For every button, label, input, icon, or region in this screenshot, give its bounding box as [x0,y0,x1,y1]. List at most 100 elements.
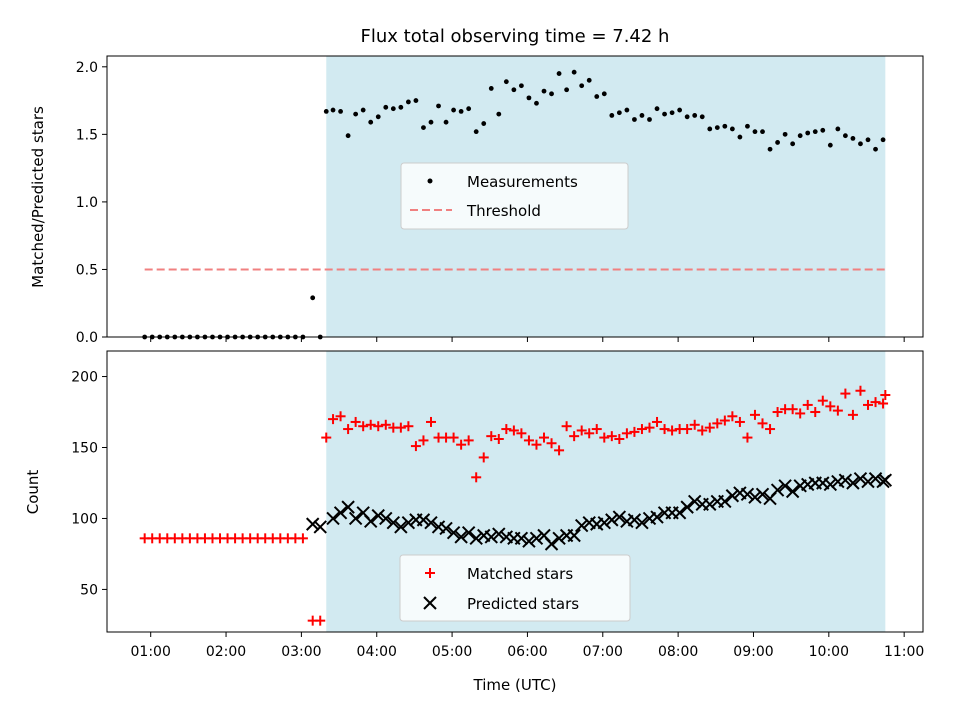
measurement-point [443,119,449,125]
predicted-star-point [348,511,363,526]
predicted-star-point [567,528,581,543]
measurement-point [873,146,878,152]
matched-star-point [343,424,354,435]
predicted-star-point [703,497,717,511]
x-tick-label: 04:00 [357,644,397,660]
matched-star-point [380,419,391,430]
measurement-point [729,126,735,132]
measurement-point [662,111,667,117]
measurement-point [586,77,592,83]
matched-star-point [486,431,497,442]
measurement-point [503,79,509,85]
measurement-point [496,111,502,117]
matched-star-point [403,421,414,432]
top-axes-frame [106,55,924,338]
matched-star-point [727,411,738,422]
predicted-star-point [597,516,611,530]
predicted-star-point [333,506,348,520]
matched-star-point [719,415,730,426]
measurement-point [519,83,524,89]
predicted-star-point [544,537,559,551]
matched-star-point [546,438,557,449]
measurement-point [353,111,359,117]
predicted-star-point [461,525,476,540]
measurement-point [812,129,818,135]
measurement-point [647,117,652,122]
measurement-point [511,87,517,93]
predicted-star-point [401,516,416,530]
measurement-point [488,86,494,91]
matched-star-point [508,425,519,436]
measurement-point [466,106,472,112]
matched-star-point [614,433,625,444]
measurement-point [436,103,441,109]
top-panel: 0.00.51.01.52.0 Matched/Predicted stars … [29,55,924,346]
measurement-point [398,104,404,110]
predicted-star-point [605,513,619,527]
predicted-star-point [394,520,408,534]
measurement-point [684,114,690,120]
matched-star-point [395,422,406,433]
x-tick-label: 02:00 [206,644,246,660]
measurement-point [345,133,351,139]
legend-threshold-label: Threshold [466,202,541,220]
x-tick-label: 10:00 [809,644,849,660]
measurement-point [616,110,622,116]
y-tick-label: 2.0 [76,60,98,76]
matched-star-point [832,405,843,416]
predicted-star-point [552,531,566,546]
matched-star-point [606,431,617,442]
legend-matched-marker [425,568,435,578]
predicted-star-point [574,518,589,533]
y-tick-label: 50 [80,582,98,598]
matched-star-point [493,433,504,444]
predicted-star-point [718,494,732,509]
legend-measurements-label: Measurements [467,173,578,191]
predicted-star-point [853,472,868,486]
matched-star-point [297,533,308,544]
predicted-star-point [778,479,792,493]
matched-star-point [569,431,580,442]
matched-star-point [448,432,459,443]
bottom-axes-frame [106,350,924,633]
predicted-star-point [650,510,664,524]
matched-star-point [880,389,891,400]
measurement-point [760,129,765,135]
measurement-point [428,119,434,125]
matched-star-point [697,425,708,436]
matched-star-point [501,424,512,435]
matched-star-point [410,441,421,452]
matched-star-point [802,399,813,410]
measurement-point [775,140,780,145]
x-tick-label: 06:00 [507,644,547,660]
measurement-point [541,88,547,94]
legend-measurements-marker [427,178,433,184]
matched-star-point [523,435,534,446]
bottom-panel: 50 100 150 200 01:00 02:00 03:00 04:00 05:00 06:… [24,350,924,694]
bottom-y-label: Count [24,470,42,515]
measurement-point [526,95,532,101]
measurement-point [624,107,630,113]
matched-star-points [139,385,891,626]
measurement-point [360,107,366,113]
predicted-star-point [861,474,875,489]
x-axis-label: Time (UTC) [473,676,557,694]
legend-predicted-label: Predicted stars [467,595,579,613]
matched-star-point [659,424,670,435]
matched-star-point [644,422,655,433]
matched-star-point [425,416,436,427]
x-tick-label: 03:00 [281,644,321,660]
predicted-star-point [379,511,393,526]
predicted-star-point [785,484,800,499]
predicted-star-point [522,534,536,548]
measurement-point [737,134,743,140]
matched-star-point [870,397,881,408]
measurement-point [632,117,637,122]
measurement-point [842,133,848,139]
measurement-point [534,100,539,106]
measurement-point [405,99,411,105]
matched-star-point [817,395,828,406]
x-tick-label: 09:00 [733,644,773,660]
measurement-point [601,91,607,97]
matched-star-point [516,428,527,439]
